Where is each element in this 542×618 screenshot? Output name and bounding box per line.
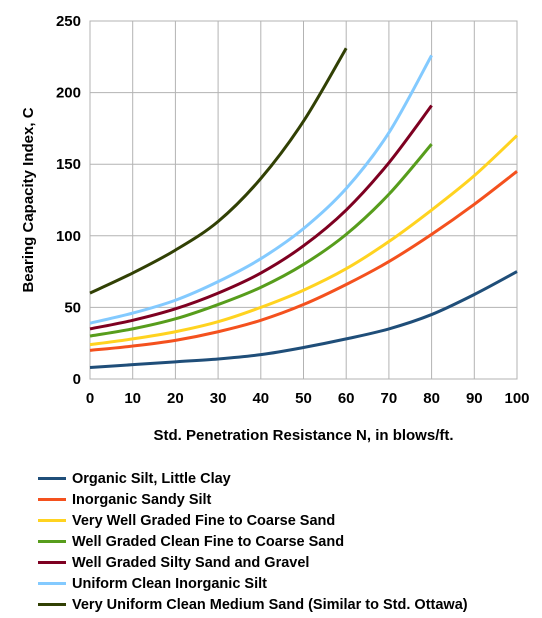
x-tick-label: 60: [338, 390, 355, 407]
legend-item: Inorganic Sandy Silt: [38, 489, 538, 510]
legend-label: Very Well Graded Fine to Coarse Sand: [72, 512, 336, 529]
x-axis-title: Std. Penetration Resistance N, in blows/…: [153, 427, 453, 444]
legend-swatch: [38, 582, 66, 585]
legend-item: Very Well Graded Fine to Coarse Sand: [38, 510, 538, 531]
y-tick-label: 150: [56, 156, 81, 173]
x-tick-label: 50: [295, 390, 312, 407]
legend-swatch: [38, 498, 66, 501]
legend-item: Very Uniform Clean Medium Sand (Similar …: [38, 594, 538, 615]
x-tick-label: 90: [466, 390, 483, 407]
series-line-1: [89, 270, 518, 370]
legend-label: Organic Silt, Little Clay: [72, 470, 231, 487]
series-line-7: [89, 47, 348, 295]
legend-swatch: [38, 603, 66, 606]
legend-swatch: [38, 477, 66, 480]
y-axis-title: Bearing Capacity Index, C: [20, 107, 37, 292]
series-lines: [89, 47, 519, 370]
plot-frame: [89, 20, 518, 380]
x-tick-label: 80: [423, 390, 440, 407]
legend-label: Uniform Clean Inorganic Silt: [72, 575, 267, 592]
series-line-5: [89, 104, 433, 331]
x-tick-label: 20: [167, 390, 184, 407]
y-tick-label: 100: [56, 228, 81, 245]
x-tick-label: 40: [252, 390, 269, 407]
legend-swatch: [38, 540, 66, 543]
series-line-4: [89, 143, 433, 338]
legend-item: Well Graded Clean Fine to Coarse Sand: [38, 531, 538, 552]
y-tick-label: 200: [56, 85, 81, 102]
x-tick-label: 30: [210, 390, 227, 407]
legend-item: Uniform Clean Inorganic Silt: [38, 573, 538, 594]
legend-item: Organic Silt, Little Clay: [38, 468, 538, 489]
series-line-3: [89, 134, 519, 347]
y-tick-label: 50: [64, 299, 81, 316]
y-tick-labels: 0 50 100 150 200 250: [56, 13, 81, 388]
legend-label: Very Uniform Clean Medium Sand (Similar …: [72, 596, 468, 613]
x-tick-label: 0: [86, 390, 94, 407]
legend-swatch: [38, 561, 66, 564]
y-tick-label: 0: [73, 371, 81, 388]
legend-label: Well Graded Clean Fine to Coarse Sand: [72, 533, 345, 550]
legend-label: Inorganic Sandy Silt: [72, 491, 212, 508]
x-tick-label: 10: [124, 390, 141, 407]
x-tick-label: 100: [504, 390, 529, 407]
series-line-6: [89, 54, 433, 325]
y-tick-label: 250: [56, 13, 81, 30]
x-tick-labels: 0 10 20 30 40 50 60 70 80 90 100: [86, 390, 530, 407]
series-line-2: [89, 170, 518, 352]
legend: Organic Silt, Little Clay Inorganic Sandy…: [38, 468, 538, 615]
x-tick-label: 70: [381, 390, 398, 407]
legend-label: Well Graded Silty Sand and Gravel: [72, 554, 310, 571]
legend-swatch: [38, 519, 66, 522]
legend-item: Well Graded Silty Sand and Gravel: [38, 552, 538, 573]
